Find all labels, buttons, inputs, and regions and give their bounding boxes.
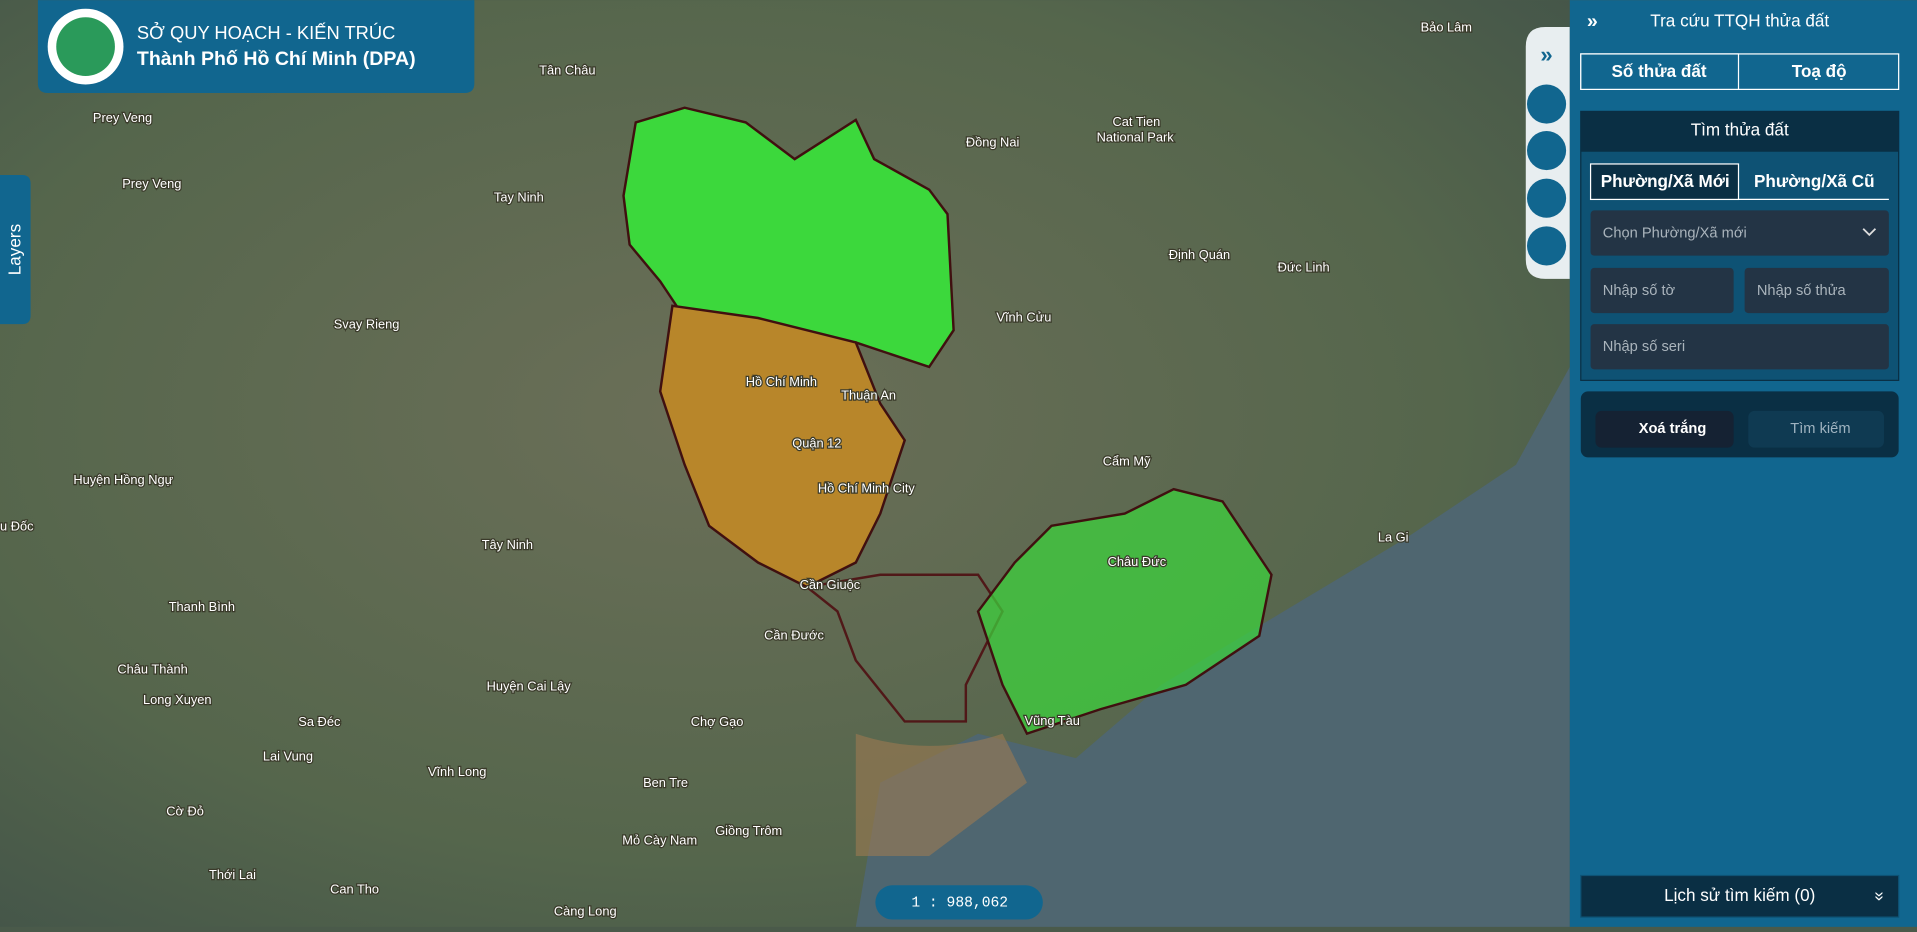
subtab-label[interactable]: Phường/Xã Cũ xyxy=(1754,172,1875,191)
sidebar: » Tra cứu TTQH thửa đất Số thửa đất Toạ … xyxy=(1569,0,1917,927)
map-label: Vũng Tàu xyxy=(1025,713,1080,728)
map-label: Đồng Nai xyxy=(966,135,1019,150)
button-label[interactable]: Tìm kiếm xyxy=(1790,421,1850,437)
sidebar-title: Tra cứu TTQH thửa đất xyxy=(1650,12,1829,31)
button-label[interactable]: Xoá trắng xyxy=(1639,419,1707,437)
collapse-button[interactable]: » xyxy=(1540,42,1552,67)
zoom-in[interactable] xyxy=(1526,84,1567,124)
svg-text:»: » xyxy=(1871,892,1890,902)
history-label[interactable]: Lịch sử tìm kiếm (0) xyxy=(1664,886,1815,905)
map-label: Mỏ Cày Nam xyxy=(622,833,697,848)
map-label: Vĩnh Long xyxy=(428,764,487,779)
select[interactable] xyxy=(1590,210,1889,256)
map-label: Huyện Hồng Ngự xyxy=(73,472,173,487)
clear-button[interactable] xyxy=(1595,410,1734,448)
planning-zone xyxy=(658,304,907,589)
panel-title: Tìm thửa đất xyxy=(1691,120,1789,139)
map-label: Thuận An xyxy=(841,388,896,403)
map-label: Svay Rieng xyxy=(334,317,400,332)
map-label: Hồ Chí Minh City xyxy=(818,481,916,496)
layers-label: Layers xyxy=(5,224,24,275)
map-label: Huyện Cai Lậy xyxy=(487,679,572,694)
map-label: Bảo Lâm xyxy=(1421,20,1472,35)
map-label: Thới Lai xyxy=(209,867,256,882)
subtab[interactable] xyxy=(1589,163,1740,201)
map-label: Cờ Đỏ xyxy=(166,803,204,818)
locate[interactable] xyxy=(1526,178,1567,218)
subtab-label[interactable]: Phường/Xã Mới xyxy=(1601,172,1730,191)
sea xyxy=(855,366,1570,927)
input-placeholder: Nhập số thửa xyxy=(1757,283,1847,299)
map-label: Cẩm Mỹ xyxy=(1103,454,1151,469)
home[interactable] xyxy=(1526,226,1567,266)
map-label: Ben Tre xyxy=(643,775,688,790)
input[interactable] xyxy=(1590,324,1889,370)
map-label: Cần Giuộc xyxy=(800,577,861,592)
map-label: Tân Châu xyxy=(539,62,595,77)
scale-pill[interactable]: 1 : 988,062 xyxy=(875,885,1043,920)
search-button[interactable] xyxy=(1748,410,1884,448)
header-line2: Thành Phố Hồ Chí Minh (DPA) xyxy=(137,48,416,70)
select-placeholder: Chọn Phường/Xã mới xyxy=(1603,226,1747,242)
map-label: Thanh Bình xyxy=(169,599,235,614)
map-label: u Đốc xyxy=(0,518,34,533)
map-label: Định Quán xyxy=(1169,247,1230,262)
map-label: Tay Ninh xyxy=(494,190,544,205)
map-label: Can Tho xyxy=(330,882,379,897)
map-label: Lai Vung xyxy=(263,748,313,763)
map-label: Long Xuyen xyxy=(143,692,211,707)
map-label: Vĩnh Cửu xyxy=(996,309,1051,324)
map-label: Đức Linh xyxy=(1278,259,1330,274)
estuary xyxy=(855,733,1027,856)
map-label: Cần Đước xyxy=(764,627,824,642)
zoom-out[interactable] xyxy=(1526,130,1567,171)
map-label: Prey Veng xyxy=(122,176,181,191)
boundary xyxy=(803,573,1004,723)
planning-zone xyxy=(976,487,1273,736)
map-label: Tây Ninh xyxy=(482,537,533,552)
map-tools: » xyxy=(1525,27,1570,279)
map-label: Cat Tien xyxy=(1113,114,1161,129)
map-label: Giồng Trôm xyxy=(715,823,782,838)
map-label: Càng Long xyxy=(554,904,617,919)
input-placeholder: Nhập số tờ xyxy=(1603,283,1676,299)
map-label: Prey Veng xyxy=(93,110,152,125)
map-label: Quận 12 xyxy=(792,435,841,450)
map-label: Châu Thành xyxy=(117,662,187,677)
map-label: Hồ Chí Minh xyxy=(746,374,817,389)
map-label: National Park xyxy=(1097,130,1175,145)
input[interactable] xyxy=(1744,267,1889,314)
sidebar-collapse[interactable]: » xyxy=(1587,10,1598,32)
layers-tab[interactable]: Layers xyxy=(0,174,31,325)
input-placeholder: Nhập số seri xyxy=(1603,339,1685,355)
map-label: Chợ Gạo xyxy=(691,714,744,729)
map-label: Sa Đéc xyxy=(298,714,341,729)
tab-label[interactable]: Toạ độ xyxy=(1792,62,1847,81)
map-label: Châu Đức xyxy=(1108,554,1167,569)
input[interactable] xyxy=(1590,267,1734,314)
tab-label[interactable]: Số thửa đất xyxy=(1611,62,1706,81)
history-bar[interactable] xyxy=(1580,874,1900,918)
scale-text: 1 : 988,062 xyxy=(911,895,1008,911)
map[interactable]: Bảo Lâm Tân Châu Prey Veng Prey Veng Tay Nin… xyxy=(0,0,1570,927)
tab[interactable] xyxy=(1580,53,1740,91)
header-line1: SỞ QUY HOẠCH - KIẾN TRÚC xyxy=(137,22,395,43)
map-label: La Gi xyxy=(1378,529,1409,544)
header: SỞ QUY HOẠCH - KIẾN TRÚC Thành Phố Hồ Ch… xyxy=(37,0,475,94)
